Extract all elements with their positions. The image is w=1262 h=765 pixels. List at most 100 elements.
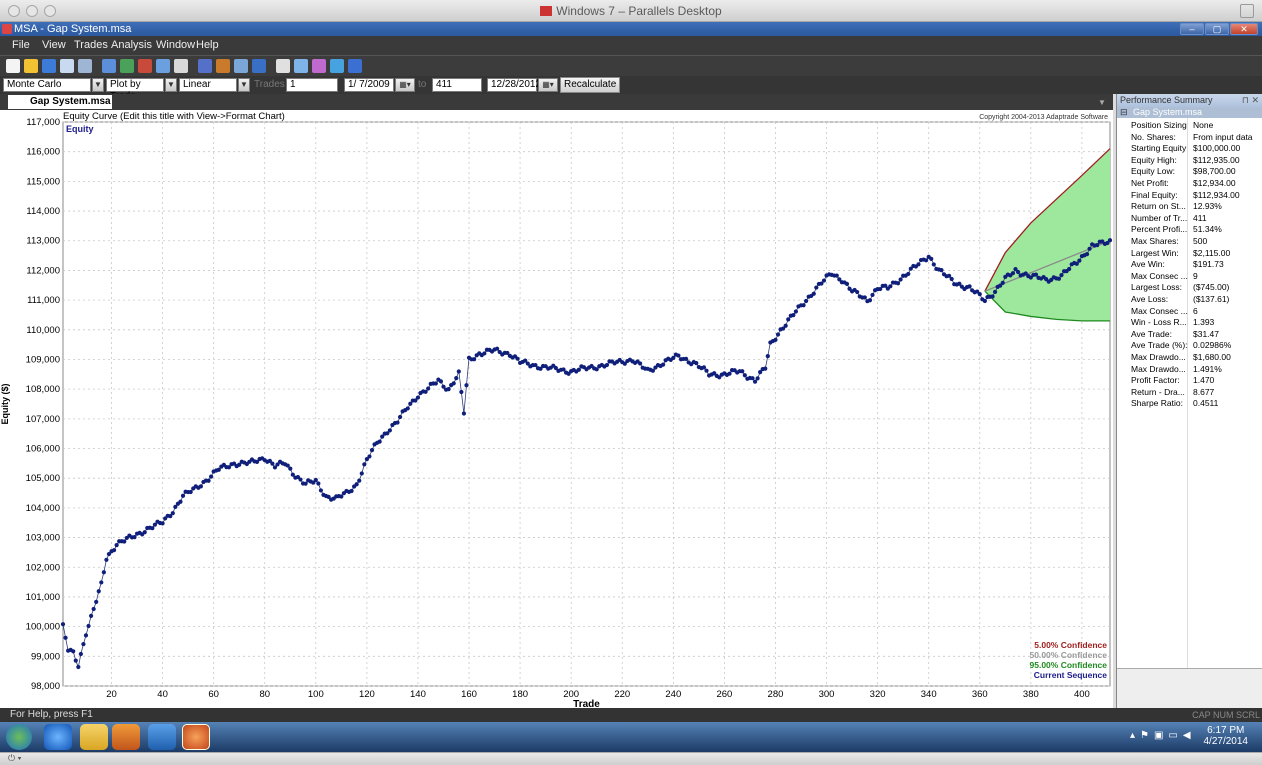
performance-file-row[interactable]: ⊟ Gap System.msa xyxy=(1117,107,1262,118)
maximize-button[interactable]: ▢ xyxy=(1205,23,1229,35)
equity-point xyxy=(561,367,566,372)
equity-point xyxy=(216,467,221,472)
y-tick-label: 112,000 xyxy=(26,265,60,276)
performance-row-value: 411 xyxy=(1193,212,1207,223)
performance-row-value: 8.677 xyxy=(1193,386,1215,397)
windows-start-icon[interactable] xyxy=(6,724,32,750)
equity-point xyxy=(1107,238,1113,243)
equity-point xyxy=(763,366,768,371)
pin-close-icon[interactable]: ⊓ ✕ xyxy=(1241,95,1259,105)
system-tray-icons[interactable]: ▴⚑▣▭◀ xyxy=(1130,730,1196,741)
equity-point xyxy=(888,284,893,289)
equity-point xyxy=(397,414,403,420)
trades-to-input[interactable]: 411 xyxy=(432,78,482,92)
equity-point xyxy=(758,370,763,375)
minimize-traffic-icon[interactable] xyxy=(26,5,38,17)
table-icon[interactable] xyxy=(174,59,188,73)
equity-point xyxy=(538,366,543,371)
chart-icon[interactable] xyxy=(156,59,170,73)
performance-row: Number of Tr... 411 xyxy=(1117,213,1262,225)
chart-icon[interactable] xyxy=(138,59,152,73)
equity-point xyxy=(638,361,643,366)
performance-row-value: 51.34% xyxy=(1193,224,1222,235)
equity-point xyxy=(1059,273,1064,278)
performance-row: Max Consec ... 6 xyxy=(1117,306,1262,318)
collapse-icon[interactable]: ⊟ xyxy=(1120,107,1128,117)
media-icon[interactable] xyxy=(112,724,140,750)
menu-help[interactable]: Help xyxy=(196,39,219,51)
recalculate-button[interactable]: Recalculate xyxy=(560,77,621,93)
equity-point xyxy=(1010,271,1016,276)
parameter-bar: Monte Carlo ▼ Plot by Trade ▼ Linear ▼ T… xyxy=(0,76,1262,102)
msa-icon[interactable] xyxy=(182,724,210,750)
equity-point xyxy=(237,462,242,467)
fullscreen-icon[interactable] xyxy=(1240,4,1254,18)
save-icon[interactable] xyxy=(42,59,56,73)
chart-icon[interactable] xyxy=(102,59,116,73)
new-icon[interactable] xyxy=(6,59,20,73)
y-tick-label: 110,000 xyxy=(26,325,60,336)
zoom-icon[interactable] xyxy=(312,59,326,73)
ie-icon[interactable] xyxy=(44,724,72,750)
date-from-input[interactable]: 1/ 7/2009 xyxy=(344,78,394,92)
x-tick-label: 280 xyxy=(768,689,784,700)
y-tick-label: 102,000 xyxy=(26,562,60,573)
equity-point xyxy=(357,478,362,483)
app-icon[interactable] xyxy=(148,724,176,750)
menu-analysis[interactable]: Analysis xyxy=(111,39,152,51)
equity-point xyxy=(855,289,860,295)
chevron-down-icon[interactable]: ▼ xyxy=(238,78,250,92)
plot-select[interactable]: Plot by Trade xyxy=(106,78,164,102)
chevron-down-icon[interactable]: ▼ xyxy=(165,78,177,92)
scale-select[interactable]: Linear xyxy=(179,78,237,92)
menu-window[interactable]: Window xyxy=(156,39,196,51)
chart-icon[interactable] xyxy=(198,59,212,73)
x-tick-label: 100 xyxy=(308,689,324,700)
folder-icon[interactable] xyxy=(80,724,108,750)
minimize-button[interactable]: – xyxy=(1180,23,1204,35)
equity-point xyxy=(712,371,717,376)
equity-point xyxy=(1023,271,1028,276)
menu-file[interactable]: File xyxy=(12,39,30,51)
chart-icon[interactable] xyxy=(252,59,266,73)
x-tick-label: 260 xyxy=(716,689,732,700)
calendar-icon[interactable]: ▦▾ xyxy=(395,78,415,92)
clock[interactable]: 6:17 PM 4/27/2014 xyxy=(1204,725,1249,747)
refresh-icon[interactable] xyxy=(330,59,344,73)
equity-point xyxy=(821,278,827,283)
equity-point xyxy=(96,589,101,594)
date-to-input[interactable]: 12/28/2012 xyxy=(487,78,541,92)
equity-point xyxy=(742,373,747,378)
mode-select[interactable]: Monte Carlo xyxy=(3,78,91,92)
zoom-traffic-icon[interactable] xyxy=(44,5,56,17)
open-icon[interactable] xyxy=(24,59,38,73)
zoom-icon[interactable] xyxy=(294,59,308,73)
equity-point xyxy=(298,477,303,482)
equity-point xyxy=(456,369,461,374)
menu-view[interactable]: View xyxy=(42,39,66,51)
close-traffic-icon[interactable] xyxy=(8,5,20,17)
chart-icon[interactable] xyxy=(234,59,248,73)
copy-icon[interactable] xyxy=(60,59,74,73)
chart-icon[interactable] xyxy=(216,59,230,73)
help-icon[interactable] xyxy=(348,59,362,73)
menu-trades[interactable]: Trades xyxy=(74,39,108,51)
chart-icon[interactable] xyxy=(120,59,134,73)
close-button[interactable]: ✕ xyxy=(1230,23,1258,35)
doc-tab[interactable]: Gap System.msa × xyxy=(8,95,112,121)
equity-point xyxy=(405,406,410,411)
trades-from-input[interactable]: 1 xyxy=(286,78,338,92)
grid-icon[interactable] xyxy=(276,59,290,73)
equity-point xyxy=(727,371,732,376)
chevron-down-icon[interactable]: ▼ xyxy=(92,78,104,92)
power-icon[interactable]: ⏻ ▾ xyxy=(8,753,22,763)
print-icon[interactable] xyxy=(78,59,92,73)
equity-point xyxy=(804,298,809,304)
chevron-down-icon[interactable]: ▼ xyxy=(1098,98,1106,107)
x-axis-label: Trade xyxy=(573,699,600,708)
performance-row-value: $98,700.00 xyxy=(1193,166,1236,177)
equity-point xyxy=(367,454,372,459)
column-divider xyxy=(1187,118,1188,668)
y-tick-label: 113,000 xyxy=(26,236,60,247)
calendar-icon[interactable]: ▦▾ xyxy=(538,78,558,92)
